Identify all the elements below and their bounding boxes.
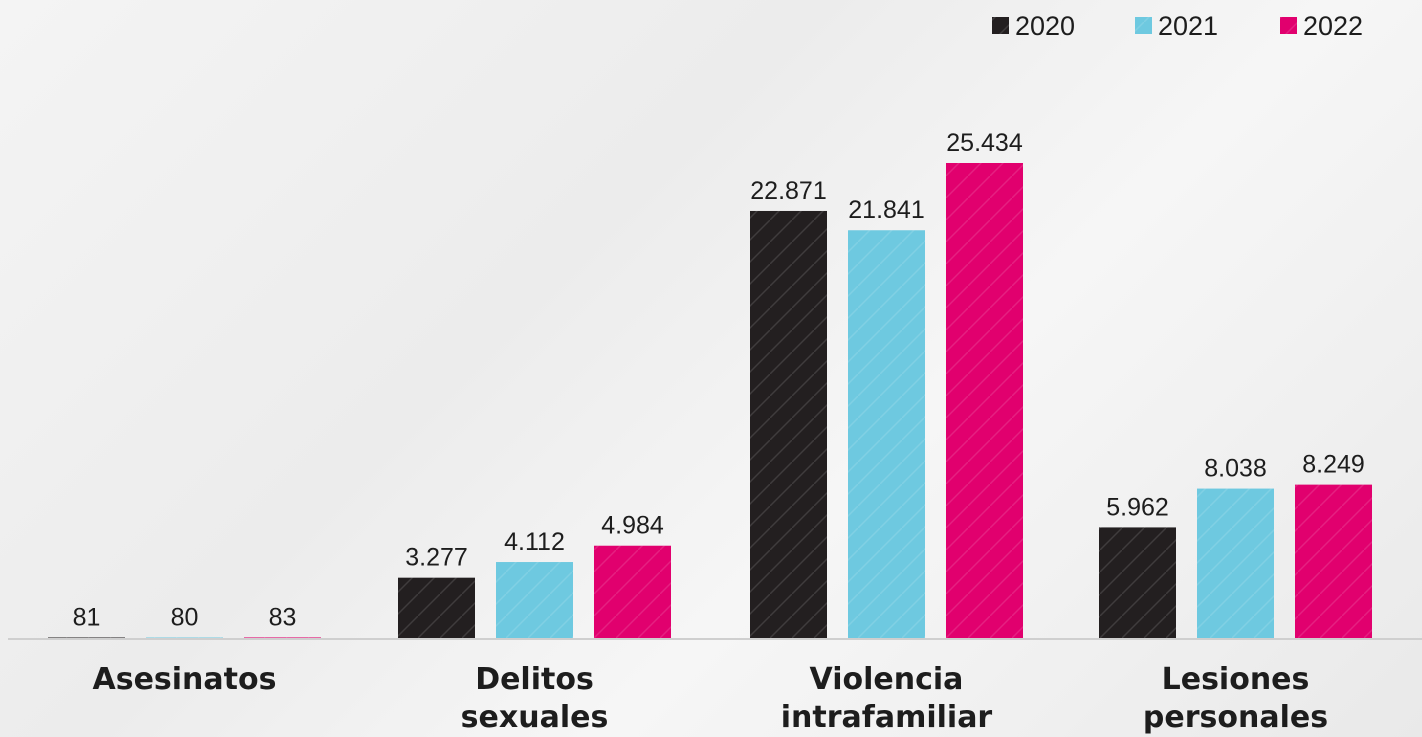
category-label-line: Violencia: [810, 662, 964, 697]
legend-swatch-hatch-2020: [992, 17, 1009, 34]
bar-hatch-2020-2: [750, 210, 827, 640]
bar-hatch-2021-1: [496, 562, 573, 639]
bar-hatch-2021-2: [848, 230, 925, 639]
bar-hatch-2020-3: [1099, 527, 1176, 639]
category-label-line: sexuales: [461, 700, 609, 735]
bars-group: [48, 163, 1372, 640]
bar-hatch-2022-1: [594, 545, 671, 639]
category-label-line: Lesiones: [1162, 662, 1310, 697]
category-label-1: Delitos sexuales: [461, 662, 609, 735]
category-label-2: Violencia intrafamiliar: [781, 662, 993, 735]
bar-hatch-2022-3: [1295, 484, 1372, 639]
bar-hatch-2022-2: [946, 163, 1023, 639]
value-label-2020-3: 5.962: [1106, 493, 1169, 521]
value-label-2021-0: 80: [171, 604, 199, 632]
category-labels-group: Asesinatos Delitos sexuales Violencia intraf…: [93, 662, 1329, 735]
legend-label-2020: 2020: [1015, 11, 1075, 41]
category-label-0: Asesinatos: [93, 662, 277, 697]
value-label-2021-2: 21.841: [848, 196, 924, 224]
value-label-2020-1: 3.277: [405, 544, 468, 572]
value-label-2020-2: 22.871: [750, 177, 826, 205]
category-label-3: Lesiones personales: [1143, 662, 1328, 735]
legend-swatch-hatch-2022: [1280, 17, 1297, 34]
legend-label-2021: 2021: [1158, 11, 1218, 41]
value-label-2022-1: 4.984: [601, 512, 664, 540]
bar-hatch-2020-1: [398, 577, 475, 639]
legend-swatch-hatch-2021: [1135, 17, 1152, 34]
category-label-line: Asesinatos: [93, 662, 277, 697]
value-label-2021-1: 4.112: [504, 528, 565, 556]
value-label-2022-2: 25.434: [946, 129, 1023, 157]
legend: 2020 2021 2022: [992, 11, 1363, 41]
category-label-line: personales: [1143, 700, 1328, 735]
value-labels-group: 81 80 83 3.277 4.112 4.984 22.871 21.841 25.434 5…: [73, 129, 1365, 632]
legend-label-2022: 2022: [1303, 11, 1363, 41]
value-label-2020-0: 81: [73, 603, 101, 631]
value-label-2022-0: 83: [269, 603, 297, 631]
value-label-2021-3: 8.038: [1204, 455, 1267, 483]
category-label-line: Delitos: [475, 662, 594, 697]
value-label-2022-3: 8.249: [1302, 451, 1365, 479]
category-label-line: intrafamiliar: [781, 700, 993, 735]
bar-hatch-2021-3: [1197, 488, 1274, 639]
